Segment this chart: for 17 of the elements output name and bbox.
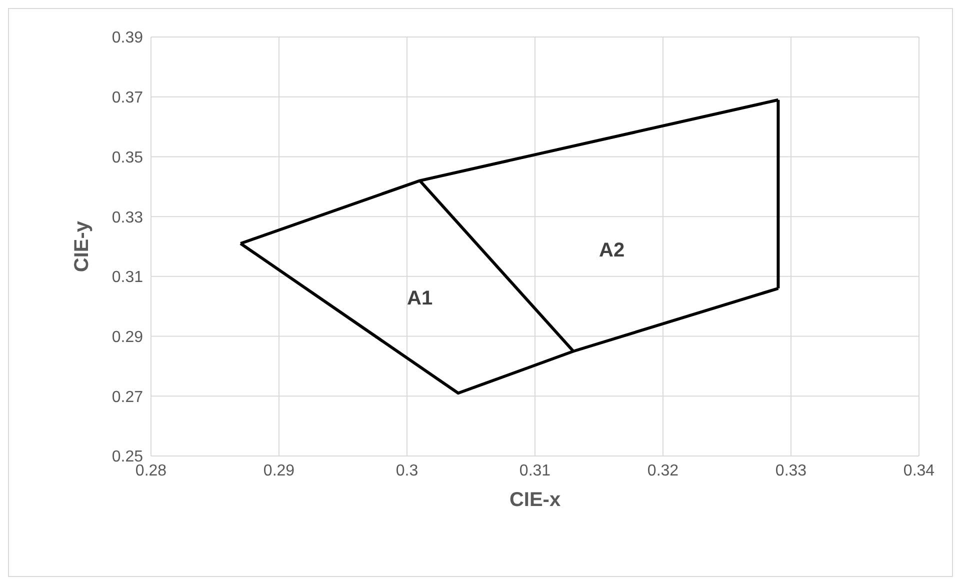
y-tick-label: 0.31 — [112, 269, 144, 286]
x-tick-label: 0.32 — [647, 462, 679, 480]
x-tick-label: 0.34 — [903, 462, 935, 480]
y-tick-label: 0.33 — [112, 209, 144, 226]
y-tick-label: 0.27 — [112, 388, 144, 406]
y-axis-title: CIE-y — [71, 220, 94, 272]
y-tick-label: 0.39 — [112, 30, 144, 47]
x-tick-label: 0.3 — [396, 462, 418, 480]
x-tick-label: 0.29 — [263, 462, 295, 480]
annotation: A2 — [599, 240, 625, 262]
y-tick-label: 0.35 — [112, 149, 144, 166]
x-axis-title: CIE-x — [509, 489, 561, 511]
x-tick-label: 0.33 — [775, 462, 807, 480]
y-tick-label: 0.37 — [112, 90, 144, 107]
x-tick-label: 0.31 — [519, 462, 551, 480]
annotation: A1 — [407, 287, 433, 310]
y-tick-label: 0.29 — [112, 328, 144, 346]
